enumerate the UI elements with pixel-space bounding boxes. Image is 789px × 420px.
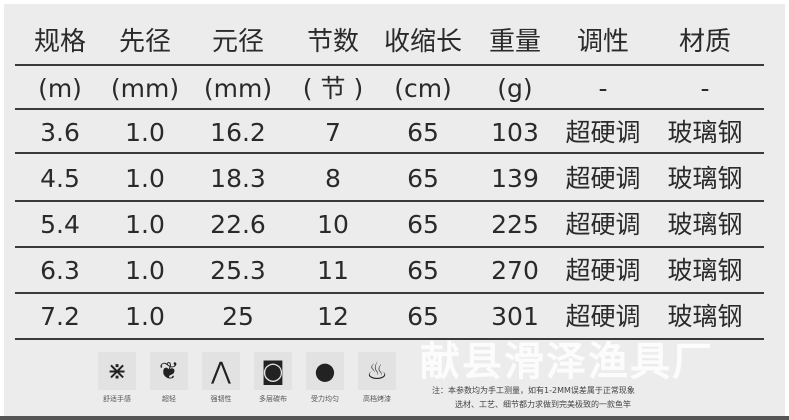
table-cell: 270	[491, 256, 539, 285]
feature-label: 舒适手感	[103, 395, 131, 403]
feature-label: 强韧性	[210, 395, 232, 403]
grip-icon: ⋇	[98, 352, 136, 390]
row-divider	[15, 292, 764, 294]
table-cell: 3.6	[40, 118, 80, 147]
table-cell: -	[598, 74, 608, 103]
balance-icon: ●	[306, 352, 344, 390]
table-cell: 超硬调	[565, 302, 641, 331]
table-cell: 11	[317, 256, 349, 285]
feather-icon: ❦	[150, 352, 188, 390]
table-cell: 7	[325, 118, 341, 147]
row-divider	[15, 108, 764, 110]
table-cell: 调性	[576, 27, 630, 57]
table-cell: 65	[407, 164, 439, 193]
feature-item: ◙ 多层碳布	[252, 352, 294, 404]
table-cell: 1.0	[125, 118, 165, 147]
table-cell: 7.2	[40, 302, 80, 331]
table-cell: (cm)	[394, 74, 452, 103]
table-cell: 超硬调	[565, 118, 641, 147]
row-divider	[15, 338, 764, 340]
table-cell: 6.3	[40, 256, 80, 285]
row-divider	[15, 200, 764, 202]
table-cell: 超硬调	[565, 210, 641, 239]
table-cell: -	[700, 74, 710, 103]
table-cell: 规格	[33, 27, 87, 57]
table-cell: 12	[317, 302, 349, 331]
feature-label: 超轻	[162, 395, 176, 403]
table-cell: 元径	[211, 27, 265, 57]
table-cell: 103	[491, 118, 539, 147]
table-cell: (mm)	[203, 74, 273, 103]
table-cell: 玻璃钢	[667, 164, 743, 193]
table-cell: 22.6	[210, 210, 266, 239]
table-cell: 重量	[488, 27, 542, 57]
table-cell: 玻璃钢	[667, 210, 743, 239]
table-cell: 8	[325, 164, 341, 193]
feature-item: ♨ 高档烤漆	[356, 352, 398, 404]
table-cell: 225	[491, 210, 539, 239]
carbon-roll-icon: ◙	[254, 352, 292, 390]
table-cell: 10	[317, 210, 349, 239]
table-cell: 25	[222, 302, 254, 331]
bend-icon: ⋀	[202, 352, 240, 390]
flame-icon: ♨	[358, 352, 396, 390]
table-cell: 收缩长	[383, 27, 463, 57]
feature-icons: ⋇ 舒适手感 ❦ 超轻 ⋀ 强韧性 ◙ 多层碳布 ● 受力均匀 ♨ 高档烤漆	[96, 352, 398, 404]
bottom-bar	[0, 416, 789, 420]
feature-item: ● 受力均匀	[304, 352, 346, 404]
table-cell: 65	[407, 210, 439, 239]
row-divider	[15, 152, 764, 154]
feature-item: ⋀ 强韧性	[200, 352, 242, 404]
watermark: 献县滑泽渔具厂	[420, 339, 714, 385]
table-cell: (g)	[497, 74, 533, 103]
table-cell: 65	[407, 302, 439, 331]
table-cell: 16.2	[210, 118, 266, 147]
feature-label: 受力均匀	[311, 395, 339, 403]
table-cell: 玻璃钢	[667, 302, 743, 331]
table-cell: 65	[407, 256, 439, 285]
table-cell: 先径	[118, 27, 172, 57]
table-cell: 5.4	[40, 210, 80, 239]
table-cell: 301	[491, 302, 539, 331]
table-cell: 1.0	[125, 302, 165, 331]
table-cell: 4.5	[40, 164, 80, 193]
table-cell: (mm)	[110, 74, 180, 103]
table-cell: 超硬调	[565, 256, 641, 285]
spec-panel	[4, 4, 785, 416]
note-line-1: 注：本参数均为手工测量，如有1-2MM误差属于正常现象	[432, 386, 635, 395]
table-cell: (m)	[38, 74, 82, 103]
feature-label: 高档烤漆	[363, 395, 391, 403]
feature-label: 多层碳布	[259, 395, 287, 403]
table-cell: 超硬调	[565, 164, 641, 193]
table-cell: 25.3	[210, 256, 266, 285]
table-cell: 1.0	[125, 164, 165, 193]
table-cell: ( 节 )	[302, 74, 364, 103]
table-cell: 65	[407, 118, 439, 147]
table-cell: 1.0	[125, 210, 165, 239]
table-cell: 139	[491, 164, 539, 193]
table-cell: 材质	[678, 27, 732, 57]
table-cell: 1.0	[125, 256, 165, 285]
feature-item: ⋇ 舒适手感	[96, 352, 138, 404]
note-line-2: 选材、工艺、细节都力求做到完美极致的一款鱼竿	[455, 400, 631, 409]
table-cell: 玻璃钢	[667, 118, 743, 147]
table-cell: 玻璃钢	[667, 256, 743, 285]
feature-item: ❦ 超轻	[148, 352, 190, 404]
table-cell: 18.3	[210, 164, 266, 193]
row-divider	[15, 246, 764, 248]
table-cell: 节数	[306, 27, 360, 57]
row-divider	[15, 64, 764, 66]
